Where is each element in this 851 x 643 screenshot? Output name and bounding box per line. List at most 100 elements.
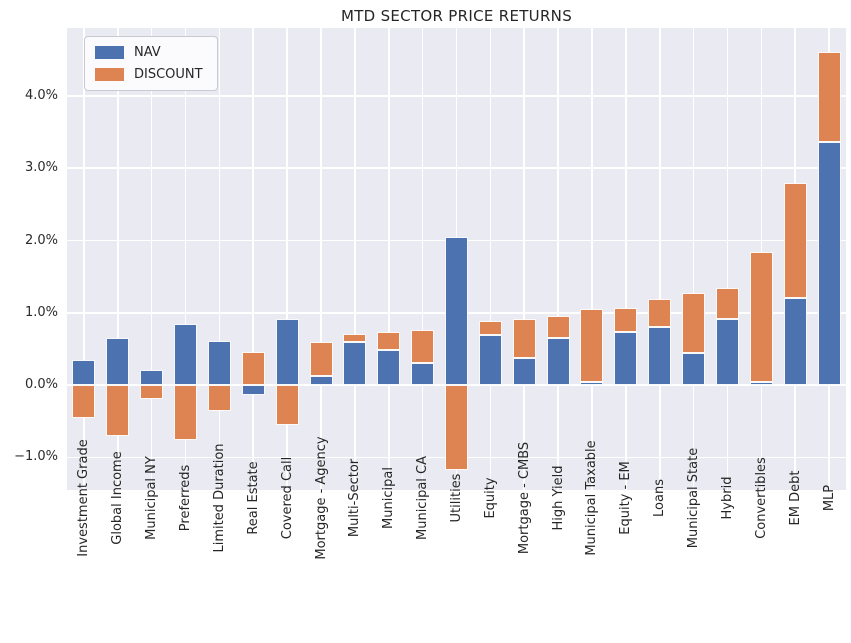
x-tick-label: Preferreds xyxy=(178,464,194,532)
bar-segment-nav xyxy=(275,318,299,386)
bar-segment-discount xyxy=(309,341,333,376)
y-tick-label: 3.0% xyxy=(24,160,58,176)
x-tick-label: Municipal Taxable xyxy=(584,440,600,556)
x-tick-label: Global Income xyxy=(110,451,126,545)
gridline-vertical xyxy=(591,28,593,490)
bar-segment-nav xyxy=(546,338,570,386)
legend-label: NAV xyxy=(134,45,161,60)
bar-segment-nav xyxy=(783,297,807,386)
bar-segment-nav xyxy=(241,385,265,395)
bar-segment-discount xyxy=(546,315,570,339)
bar-segment-discount xyxy=(140,385,164,399)
x-tick-label: Hybrid xyxy=(719,476,735,520)
x-tick-label: Covered Call xyxy=(279,456,295,540)
x-tick-label: Municipal CA xyxy=(415,456,431,540)
x-tick-label: Equity xyxy=(482,477,498,519)
legend-item-nav: NAV xyxy=(95,45,203,60)
gridline-vertical xyxy=(286,28,288,490)
gridline-vertical xyxy=(218,28,221,490)
x-tick-label: Equity - EM xyxy=(618,461,634,535)
bar-segment-nav xyxy=(207,341,231,386)
bar-segment-discount xyxy=(445,385,468,471)
legend-label: DISCOUNT xyxy=(134,67,203,82)
gridline-vertical xyxy=(184,28,187,490)
bar-segment-discount xyxy=(343,333,367,342)
x-tick-label: Multi-Sector xyxy=(347,458,363,538)
bar-segment-nav xyxy=(72,359,96,386)
bar-segment-discount xyxy=(682,292,706,354)
bar-segment-discount xyxy=(174,385,198,441)
bar-segment-nav xyxy=(715,319,739,386)
gridline-vertical xyxy=(692,28,695,490)
legend: NAV DISCOUNT xyxy=(84,36,218,91)
bar-segment-discount xyxy=(106,385,130,436)
gridline-vertical xyxy=(117,28,119,490)
bar-segment-nav xyxy=(580,381,604,386)
gridline-vertical xyxy=(150,28,153,490)
bar-segment-discount xyxy=(817,51,841,143)
y-tick-label: 4.0% xyxy=(24,87,58,103)
bar-segment-discount xyxy=(512,318,536,359)
gridline-vertical xyxy=(489,28,492,490)
gridline-vertical xyxy=(320,28,322,490)
x-tick-label: Municipal xyxy=(381,467,397,529)
gridline-vertical xyxy=(557,28,559,490)
x-tick-label: Utilities xyxy=(449,473,464,523)
y-tick-label: −1.0% xyxy=(14,449,58,465)
bar-segment-discount xyxy=(72,385,96,418)
bar-segment-nav xyxy=(749,381,773,386)
bar-segment-discount xyxy=(207,385,231,412)
gridline-vertical xyxy=(421,28,424,490)
bar-segment-discount xyxy=(715,288,739,320)
nav-swatch-icon xyxy=(95,46,124,59)
bar-segment-discount xyxy=(648,299,672,328)
bar-segment-nav xyxy=(343,341,367,386)
x-tick-label: Convertibles xyxy=(753,457,769,539)
bar-segment-nav xyxy=(377,350,401,386)
legend-item-discount: DISCOUNT xyxy=(95,67,203,82)
x-tick-label: Investment Grade xyxy=(76,439,92,557)
x-tick-label: Municipal NY xyxy=(144,456,160,540)
bar-segment-discount xyxy=(275,385,299,425)
gridline-vertical xyxy=(83,28,85,490)
x-tick-label: Real Estate xyxy=(245,461,261,535)
bar-segment-nav xyxy=(817,142,841,386)
bar-segment-discount xyxy=(478,320,502,335)
gridline-vertical xyxy=(625,28,627,490)
y-tick-label: 0.0% xyxy=(24,377,58,393)
x-tick-label: EM Debt xyxy=(787,470,803,526)
bar-segment-nav xyxy=(411,363,435,386)
x-tick-label: Loans xyxy=(652,479,668,517)
bar-segment-discount xyxy=(411,330,435,364)
x-tick-label: MLP xyxy=(821,484,837,512)
bar-segment-nav xyxy=(512,358,536,386)
bar-segment-discount xyxy=(783,183,807,298)
bar-segment-nav xyxy=(106,338,130,386)
bar-segment-discount xyxy=(614,307,638,332)
bar-segment-nav xyxy=(309,375,333,386)
bar-segment-discount xyxy=(377,331,401,351)
x-tick-label: Mortgage - CMBS xyxy=(516,441,532,555)
bar-segment-nav xyxy=(648,327,672,386)
gridline-vertical xyxy=(252,28,255,490)
y-tick-label: 1.0% xyxy=(24,304,58,320)
gridline-vertical xyxy=(726,28,729,490)
bar-segment-nav xyxy=(174,324,198,386)
plot-area xyxy=(67,28,846,490)
x-tick-label: Limited Duration xyxy=(211,443,227,553)
gridline-vertical xyxy=(387,28,390,490)
bar-segment-nav xyxy=(682,353,706,386)
bar-segment-nav xyxy=(614,331,638,386)
bar-segment-nav xyxy=(140,369,164,386)
bar-segment-discount xyxy=(749,252,773,382)
gridline-vertical xyxy=(523,28,526,490)
x-tick-label: Mortgage - Agency xyxy=(313,436,329,560)
gridline-vertical xyxy=(658,28,661,490)
x-tick-label: Municipal State xyxy=(686,447,702,549)
x-tick-label: High Yield xyxy=(550,465,566,531)
bar-segment-discount xyxy=(241,351,265,386)
discount-swatch-icon xyxy=(95,68,124,81)
y-tick-label: 2.0% xyxy=(24,232,58,248)
bar-segment-discount xyxy=(580,309,604,382)
